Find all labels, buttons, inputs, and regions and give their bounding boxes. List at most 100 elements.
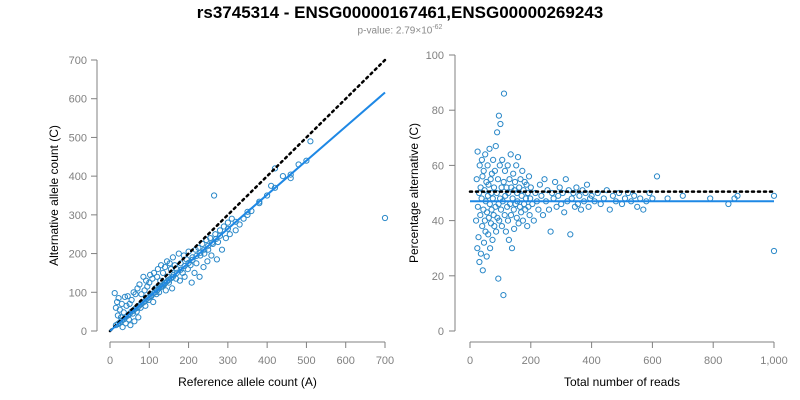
data-point — [224, 219, 231, 226]
data-point — [536, 181, 544, 188]
x-tick-label: 200 — [179, 355, 197, 367]
data-point — [500, 292, 507, 299]
data-point — [631, 192, 638, 199]
data-point — [499, 156, 506, 163]
data-point — [154, 266, 161, 273]
x-axis-title: Reference allele count (A) — [178, 375, 317, 389]
data-point — [121, 293, 129, 300]
data-point — [212, 231, 219, 238]
data-point — [132, 291, 139, 298]
y-tick-label: 80 — [432, 105, 444, 117]
y-axis-title: Alternative allele count (C) — [47, 125, 61, 266]
data-point — [518, 192, 525, 199]
y-tick-label: 200 — [69, 249, 87, 261]
data-point — [154, 287, 161, 294]
x-tick-label: 1,000 — [760, 355, 788, 367]
data-point — [770, 247, 778, 255]
data-point — [476, 162, 483, 169]
data-point — [519, 167, 526, 174]
data-point — [491, 223, 498, 230]
data-point — [474, 203, 481, 210]
panel-2: 0 200 400 600 800 1,000 0 20 40 60 80 100 Total numb… — [407, 50, 788, 389]
data-point — [501, 167, 509, 174]
data-point — [125, 316, 132, 323]
data-point — [222, 235, 229, 242]
data-point — [583, 181, 591, 188]
data-point — [491, 167, 498, 174]
data-point — [111, 290, 118, 297]
data-point — [544, 187, 551, 194]
data-point — [524, 223, 531, 230]
data-point — [555, 192, 562, 199]
data-point — [211, 192, 218, 199]
data-point — [159, 269, 167, 276]
data-point — [505, 189, 512, 197]
chart-subtitle: p-value: 2.79×10-62 — [0, 24, 800, 36]
data-point — [510, 206, 517, 213]
x-tick-label: 200 — [522, 355, 540, 367]
data-point — [485, 214, 492, 221]
data-point — [128, 296, 135, 304]
data-point — [204, 258, 211, 265]
data-point — [264, 192, 271, 199]
data-point — [640, 206, 647, 213]
data-point — [556, 184, 563, 191]
data-point — [162, 287, 169, 294]
data-point — [119, 324, 126, 331]
data-point — [146, 279, 153, 286]
p-value-text: p-value: 2.79×10 — [357, 25, 433, 37]
data-point — [477, 250, 484, 257]
data-point — [547, 228, 554, 235]
data-point — [553, 203, 560, 210]
p-value-exponent: -62 — [432, 24, 443, 31]
data-point — [530, 217, 537, 224]
data-point — [495, 275, 502, 282]
data-point — [124, 293, 131, 300]
data-point — [220, 223, 227, 230]
data-point — [287, 171, 294, 178]
data-point — [494, 176, 502, 183]
data-point — [485, 181, 492, 188]
data-point — [487, 176, 494, 183]
data-point — [480, 239, 488, 246]
data-point — [479, 267, 486, 274]
data-point — [479, 173, 486, 180]
y-axis-title: Percentage alternative (C) — [407, 123, 421, 263]
data-point — [187, 262, 194, 269]
x-tick-label: 400 — [582, 355, 600, 367]
data-point — [136, 281, 143, 288]
y-tick-label: 40 — [432, 216, 444, 228]
data-point — [476, 258, 483, 266]
data-point — [496, 217, 503, 224]
data-point — [496, 162, 503, 169]
data-point — [135, 314, 142, 321]
points-group — [473, 90, 778, 299]
data-point — [510, 170, 517, 177]
data-point — [484, 192, 491, 199]
data-point — [523, 181, 530, 188]
y-tick-label: 700 — [69, 55, 87, 67]
data-point — [497, 206, 505, 213]
y-tick-label: 100 — [69, 287, 87, 299]
data-point — [485, 231, 492, 238]
data-point — [517, 176, 524, 183]
data-point — [138, 291, 145, 298]
data-point — [506, 176, 513, 183]
data-point — [541, 176, 548, 183]
x-tick-label: 300 — [219, 355, 237, 367]
panel-1: 0 100 200 300 400 500 600 700 0 100 200 300 400 500 60… — [47, 55, 394, 389]
data-point — [559, 189, 566, 197]
data-point — [576, 192, 583, 199]
data-point — [526, 212, 533, 219]
data-point — [228, 215, 235, 222]
data-point — [154, 273, 161, 280]
data-point — [244, 208, 251, 215]
data-point — [173, 269, 180, 276]
x-tick-label: 400 — [258, 355, 276, 367]
data-point — [495, 112, 502, 119]
data-point — [161, 264, 169, 271]
data-point — [615, 189, 623, 197]
data-point — [489, 236, 496, 243]
data-point — [142, 302, 149, 309]
data-point — [484, 162, 491, 169]
